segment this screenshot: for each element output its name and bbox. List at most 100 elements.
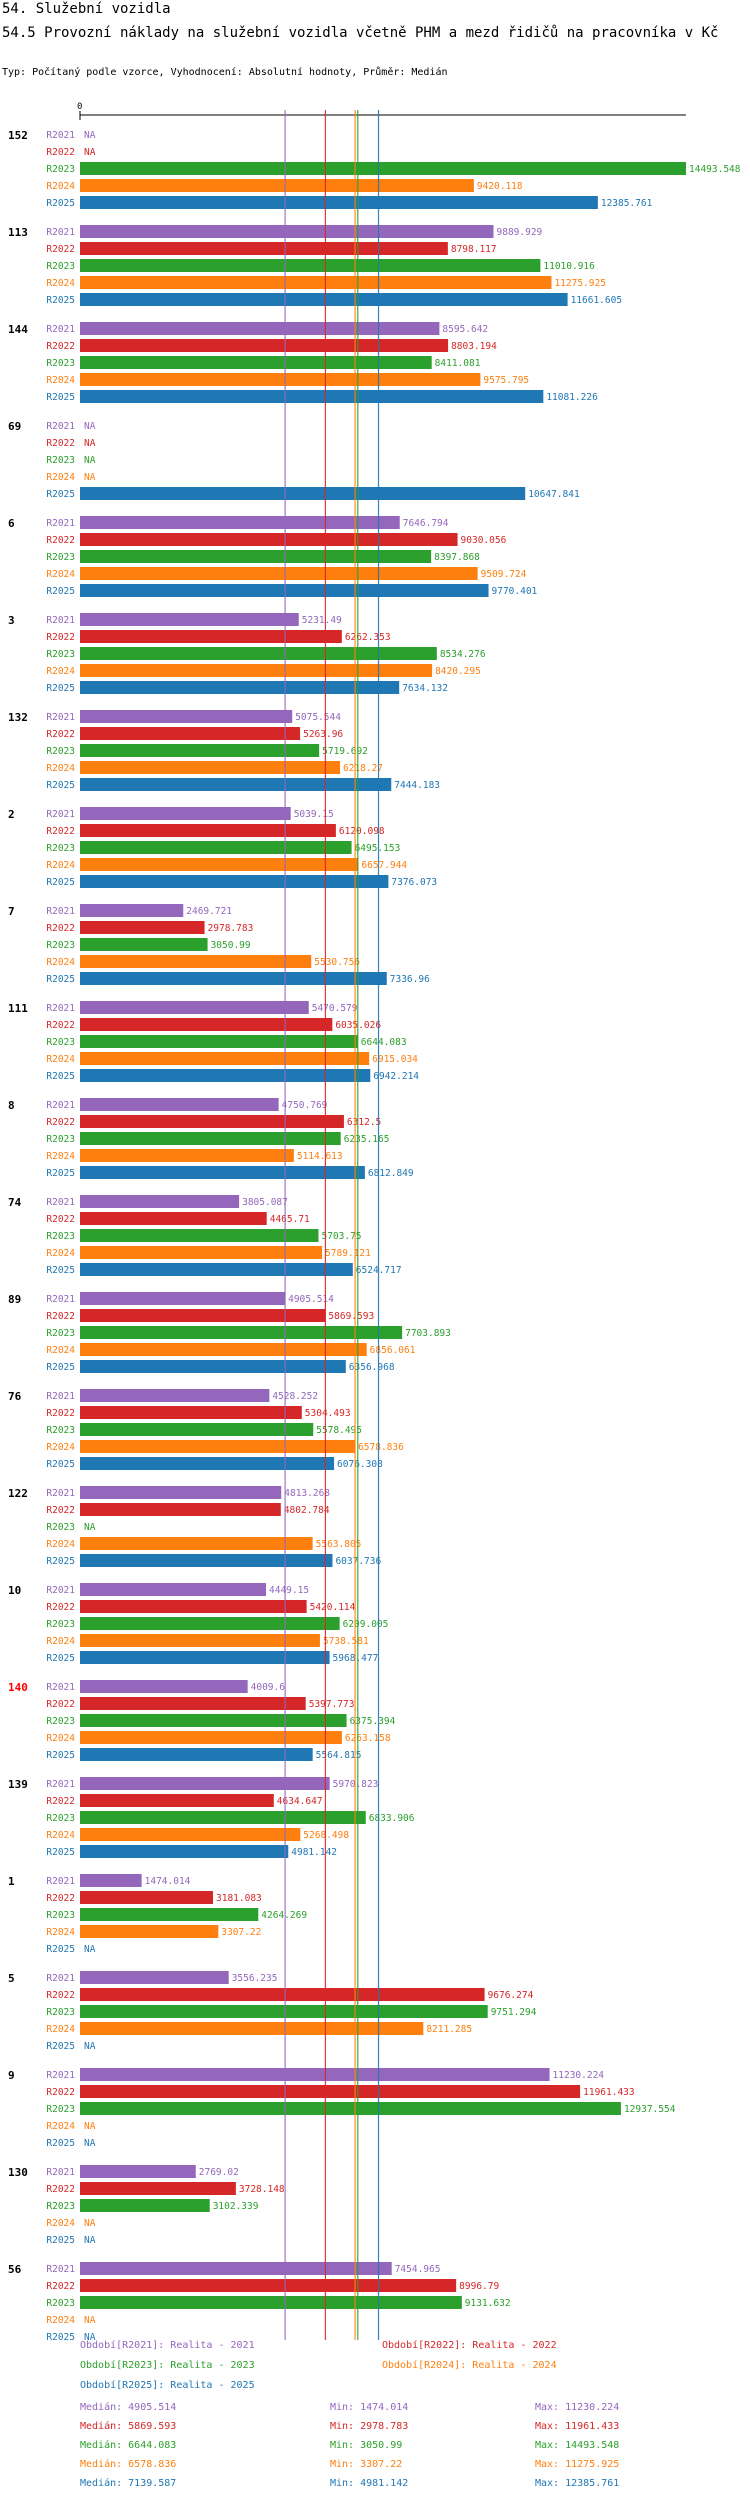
series-label-r2025: R2025 xyxy=(46,877,75,888)
bar-2-r2022 xyxy=(80,824,336,837)
data-label: 6942.214 xyxy=(373,1071,419,1082)
data-label: 5789.121 xyxy=(325,1248,371,1259)
category-label-130: 130 xyxy=(8,2166,28,2179)
series-label-r2022: R2022 xyxy=(46,147,75,158)
series-label-r2022: R2022 xyxy=(46,1311,75,1322)
bar-113-r2021 xyxy=(80,225,494,238)
legend-median-r2024: Medián: 6578.836 xyxy=(80,2459,177,2470)
data-label: 6262.353 xyxy=(345,632,391,643)
data-label: 6076.308 xyxy=(337,1459,383,1470)
bar-6-r2022 xyxy=(80,533,458,546)
data-label: 4905.514 xyxy=(288,1294,334,1305)
category-label-6: 6 xyxy=(8,517,15,530)
bar-140-r2022 xyxy=(80,1697,306,1710)
data-label: 2769.02 xyxy=(199,2167,239,2178)
data-label: 5397.773 xyxy=(309,1699,355,1710)
series-label-r2023: R2023 xyxy=(46,358,75,369)
data-label: 5420.114 xyxy=(310,1602,356,1613)
na-label: NA xyxy=(84,438,96,449)
series-label-r2022: R2022 xyxy=(46,2184,75,2195)
data-label: 5564.815 xyxy=(316,1750,362,1761)
bar-132-r2023 xyxy=(80,744,320,757)
data-label: 6915.034 xyxy=(372,1054,418,1065)
data-label: 9575.795 xyxy=(483,375,529,386)
bar-140-r2024 xyxy=(80,1731,342,1744)
na-label: NA xyxy=(84,2235,96,2246)
bar-3-r2022 xyxy=(80,630,342,643)
bar-113-r2024 xyxy=(80,276,552,289)
series-label-r2025: R2025 xyxy=(46,1750,75,1761)
series-label-r2021: R2021 xyxy=(46,1585,75,1596)
data-label: 3307.22 xyxy=(221,1927,261,1938)
series-label-r2024: R2024 xyxy=(46,2218,75,2229)
data-label: 5719.692 xyxy=(322,746,368,757)
data-label: 5470.579 xyxy=(312,1003,358,1014)
series-label-r2025: R2025 xyxy=(46,489,75,500)
data-label: 5039.15 xyxy=(294,809,334,820)
bar-2-r2025 xyxy=(80,875,389,888)
bar-6-r2023 xyxy=(80,550,432,563)
series-label-r2024: R2024 xyxy=(46,2121,75,2132)
bar-152-r2024 xyxy=(80,179,474,192)
bar-111-r2022 xyxy=(80,1018,333,1031)
bar-1-r2023 xyxy=(80,1908,259,1921)
bar-3-r2024 xyxy=(80,664,433,677)
series-label-r2023: R2023 xyxy=(46,455,75,466)
bar-144-r2025 xyxy=(80,390,544,403)
series-label-r2023: R2023 xyxy=(46,1619,75,1630)
bar-8-r2025 xyxy=(80,1166,365,1179)
bar-5-r2021 xyxy=(80,1971,229,1984)
series-label-r2021: R2021 xyxy=(46,906,75,917)
series-label-r2023: R2023 xyxy=(46,1231,75,1242)
data-label: 5263.96 xyxy=(303,729,343,740)
section-title: 54. Služební vozidla xyxy=(2,1,171,17)
bar-139-r2022 xyxy=(80,1794,274,1807)
legend-min-r2022: Min: 2978.783 xyxy=(330,2421,409,2432)
na-label: NA xyxy=(84,2332,96,2340)
bar-113-r2022 xyxy=(80,242,448,255)
data-label: 7454.965 xyxy=(395,2264,441,2275)
data-label: 9770.401 xyxy=(492,586,538,597)
category-label-152: 152 xyxy=(8,129,28,142)
data-label: 5530.756 xyxy=(314,957,360,968)
bar-8-r2024 xyxy=(80,1149,294,1162)
data-label: 2978.783 xyxy=(208,923,254,934)
series-label-r2024: R2024 xyxy=(46,666,75,677)
data-label: 11010.916 xyxy=(543,261,595,272)
legend-min-r2021: Min: 1474.014 xyxy=(330,2402,409,2413)
data-label: 8397.868 xyxy=(434,552,480,563)
series-label-r2025: R2025 xyxy=(46,1459,75,1470)
series-label-r2021: R2021 xyxy=(46,1779,75,1790)
series-label-r2024: R2024 xyxy=(46,1054,75,1065)
data-label: 14493.548 xyxy=(689,164,741,175)
series-label-r2025: R2025 xyxy=(46,2332,75,2340)
data-label: 2469.721 xyxy=(186,906,232,917)
legend-max-r2022: Max: 11961.433 xyxy=(535,2421,620,2432)
series-label-r2024: R2024 xyxy=(46,1151,75,1162)
series-label-r2025: R2025 xyxy=(46,780,75,791)
series-label-r2021: R2021 xyxy=(46,1488,75,1499)
data-label: 3102.339 xyxy=(213,2201,259,2212)
data-label: 6578.836 xyxy=(358,1442,404,1453)
legend-period-r2022: Období[R2022]: Realita - 2022 xyxy=(382,2340,557,2351)
bar-132-r2022 xyxy=(80,727,301,740)
legend-period-r2023: Období[R2023]: Realita - 2023 xyxy=(80,2360,255,2371)
na-label: NA xyxy=(84,2218,96,2229)
category-label-113: 113 xyxy=(8,226,28,239)
series-label-r2023: R2023 xyxy=(46,2104,75,2115)
series-label-r2022: R2022 xyxy=(46,1990,75,2001)
bar-8-r2023 xyxy=(80,1132,341,1145)
data-label: 9030.056 xyxy=(461,535,507,546)
data-label: 1474.014 xyxy=(145,1876,191,1887)
category-label-144: 144 xyxy=(8,323,28,336)
series-label-r2021: R2021 xyxy=(46,809,75,820)
bar-144-r2022 xyxy=(80,339,449,352)
series-label-r2024: R2024 xyxy=(46,1248,75,1259)
data-label: 4981.142 xyxy=(291,1847,337,1858)
data-label: 11081.226 xyxy=(546,392,598,403)
bar-1-r2022 xyxy=(80,1891,214,1904)
series-label-r2023: R2023 xyxy=(46,1425,75,1436)
series-label-r2022: R2022 xyxy=(46,1408,75,1419)
bar-139-r2025 xyxy=(80,1845,289,1858)
legend-median-r2023: Medián: 6644.083 xyxy=(80,2440,177,2451)
